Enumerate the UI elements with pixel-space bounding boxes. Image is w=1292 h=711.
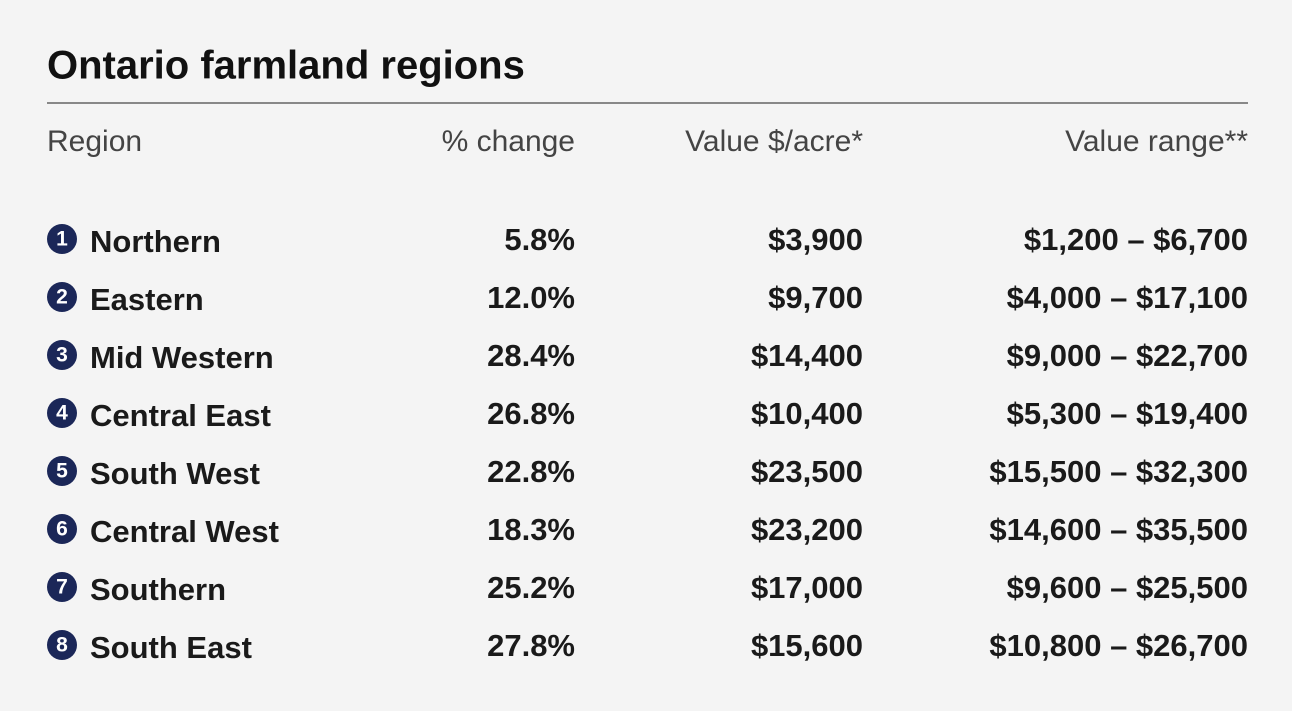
row-badge	[47, 572, 77, 602]
row-badge	[47, 340, 77, 370]
region-name: South East	[90, 630, 252, 665]
value-range: $9,000 – $22,700	[1007, 338, 1248, 373]
percent-change: 5.8%	[504, 222, 575, 257]
region-name: Central West	[90, 514, 279, 549]
percent-change: 28.4%	[487, 338, 575, 373]
value-per-acre: $17,000	[751, 570, 863, 605]
badge-number: 1	[56, 228, 68, 251]
region-name: South West	[90, 456, 260, 491]
row-badge	[47, 630, 77, 660]
percent-change: 18.3%	[487, 512, 575, 547]
value-range: $15,500 – $32,300	[989, 454, 1248, 489]
value-range: $4,000 – $17,100	[1007, 280, 1248, 315]
column-header: % change	[442, 125, 575, 158]
value-per-acre: $9,700	[768, 280, 863, 315]
region-name: Eastern	[90, 282, 204, 317]
value-per-acre: $14,400	[751, 338, 863, 373]
percent-change: 12.0%	[487, 280, 575, 315]
value-per-acre: $15,600	[751, 628, 863, 663]
value-per-acre: $23,200	[751, 512, 863, 547]
region-name: Mid Western	[90, 340, 274, 375]
badge-number: 2	[56, 286, 68, 309]
column-header: Region	[47, 125, 142, 158]
value-range: $9,600 – $25,500	[1007, 570, 1248, 605]
column-header: Value $/acre*	[685, 125, 863, 158]
badge-number: 5	[56, 460, 68, 483]
row-badge	[47, 456, 77, 486]
percent-change: 25.2%	[487, 570, 575, 605]
region-name: Southern	[90, 572, 226, 607]
value-range: $1,200 – $6,700	[1024, 222, 1248, 257]
badge-number: 4	[56, 402, 68, 425]
row-badge	[47, 514, 77, 544]
row-badge	[47, 398, 77, 428]
region-name: Northern	[90, 224, 221, 259]
badge-number: 8	[56, 634, 68, 657]
table-title: Ontario farmland regions	[47, 44, 525, 88]
value-per-acre: $3,900	[768, 222, 863, 257]
row-badge	[47, 282, 77, 312]
value-range: $5,300 – $19,400	[1007, 396, 1248, 431]
badge-number: 3	[56, 344, 68, 367]
value-range: $14,600 – $35,500	[989, 512, 1248, 547]
column-header: Value range**	[1065, 125, 1248, 158]
badge-number: 6	[56, 518, 68, 541]
value-range: $10,800 – $26,700	[989, 628, 1248, 663]
percent-change: 22.8%	[487, 454, 575, 489]
badge-number: 7	[56, 576, 68, 599]
region-name: Central East	[90, 398, 271, 433]
value-per-acre: $10,400	[751, 396, 863, 431]
row-badge	[47, 224, 77, 254]
percent-change: 26.8%	[487, 396, 575, 431]
value-per-acre: $23,500	[751, 454, 863, 489]
percent-change: 27.8%	[487, 628, 575, 663]
